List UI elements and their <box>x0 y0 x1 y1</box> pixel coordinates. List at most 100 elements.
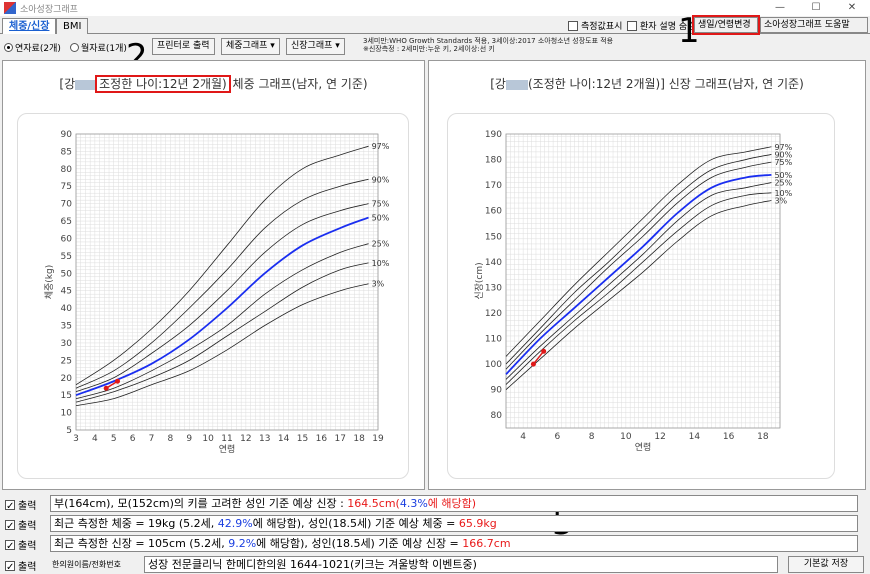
birthdate-change-button[interactable]: 생일/연령변경 <box>692 15 760 35</box>
y-tick-label: 90 <box>491 386 503 396</box>
output-checkbox-1[interactable]: ✓ <box>5 499 15 512</box>
x-tick-label: 8 <box>589 432 595 442</box>
output-checkbox-3[interactable]: ✓ <box>5 539 15 552</box>
x-tick-label: 12 <box>240 434 251 444</box>
patient-desc-label: 환자 설명 숨김 <box>640 22 696 32</box>
standards-note-1: 3세미만:WHO Growth Standards 적용, 3세이상:2017 … <box>363 37 614 45</box>
x-tick-label: 8 <box>168 434 174 444</box>
y-tick-label: 80 <box>491 411 503 421</box>
close-icon[interactable]: ✕ <box>847 2 857 13</box>
x-tick-label: 4 <box>92 434 98 444</box>
percentile-line-50pct <box>75 216 369 397</box>
weight-chart-panel: [강 조정한 나이:12년 2개월) 체중 그래프(남자, 연 기준) 3 4 5 6 7… <box>2 60 425 490</box>
radio-full-age-label: 연자료(2개) <box>15 44 61 54</box>
x-tick-label: 19 <box>372 434 384 444</box>
y-tick-label: 170 <box>485 181 502 191</box>
recent-weight-mid: 에 해당함), 성인(18.5세) 기준 예상 체중 = <box>252 517 459 530</box>
y-tick-label: 35 <box>61 322 72 332</box>
y-tick-label: 40 <box>61 304 73 314</box>
y-tick-label: 50 <box>61 269 73 279</box>
predicted-height-paren: ( <box>395 497 400 510</box>
x-tick-label: 10 <box>202 434 214 444</box>
y-tick-label: 100 <box>485 360 502 370</box>
show-measured-checkbox[interactable] <box>568 20 578 31</box>
y-axis-label: 체중(kg) <box>44 265 55 300</box>
output-option-1[interactable]: ✓ 출력 <box>5 497 36 512</box>
x-tick-label: 13 <box>259 434 270 444</box>
percentile-line-3pct <box>75 283 369 407</box>
measured-point <box>115 378 121 384</box>
x-tick-label: 16 <box>316 434 328 444</box>
x-axis-label: 연령 <box>219 443 236 455</box>
tab-weight-height[interactable]: 체중/신장 <box>2 18 57 34</box>
x-tick-label: 9 <box>186 434 192 444</box>
y-tick-label: 5 <box>66 426 72 436</box>
x-tick-label: 18 <box>757 432 769 442</box>
percentile-line-75pct <box>75 203 369 393</box>
percentile-line-90pct <box>75 178 369 389</box>
show-measured-label: 측정값표시 <box>581 22 623 32</box>
output-row-1: ✓ 출력 부(164cm), 모(152cm)의 키를 고려한 성인 기준 예상… <box>0 494 870 512</box>
x-tick-label: 6 <box>130 434 136 444</box>
x-tick-label: 18 <box>353 434 365 444</box>
recent-weight-desc: 최근 측정한 체중 = 19kg (5.2세, <box>54 517 218 530</box>
predicted-height-desc: 부(164cm), 모(152cm)의 키를 고려한 성인 기준 예상 신장 : <box>54 497 348 510</box>
output-option-3[interactable]: ✓ 출력 <box>5 537 36 552</box>
radio-month-option[interactable]: 월자료(1개) <box>70 41 127 54</box>
tab-row: 체중/신장 BMI 측정값표시 환자 설명 숨김 생일/연령변경 소아성장그래프… <box>0 15 870 35</box>
height-graph-button[interactable]: 신장그래프 ▾ <box>286 38 345 55</box>
x-axis-label: 연령 <box>635 441 652 453</box>
clinic-label: 한의원이름/전화번호 <box>52 560 121 569</box>
recent-height-percentile: 9.2% <box>228 537 257 550</box>
percentile-line-10pct <box>505 192 772 385</box>
recent-height-text: 최근 측정한 신장 = 105cm (5.2세, 9.2%에 해당함), 성인(… <box>50 535 858 552</box>
plot-frame <box>505 133 781 429</box>
redacted-name <box>75 79 98 90</box>
series-label: 97% <box>372 142 390 151</box>
radio-full-age[interactable] <box>4 43 13 52</box>
y-tick-label: 80 <box>61 165 73 175</box>
y-tick-label: 140 <box>485 258 502 268</box>
patient-desc-option[interactable]: 환자 설명 숨김 <box>627 19 695 32</box>
series-label: 90% <box>372 175 390 184</box>
y-tick-label: 55 <box>61 252 72 262</box>
plot-frame <box>75 133 379 431</box>
output-option-clinic[interactable]: ✓ 출력 <box>5 558 36 573</box>
predicted-adult-height-value: 166.7cm <box>462 537 511 550</box>
x-tick-label: 17 <box>335 434 346 444</box>
weight-chart-title: [강 조정한 나이:12년 2개월) 체중 그래프(남자, 연 기준) <box>3 75 424 93</box>
y-tick-label: 15 <box>61 391 72 401</box>
print-button[interactable]: 프린터로 출력 <box>152 38 215 55</box>
patient-desc-checkbox[interactable] <box>627 20 637 31</box>
tab-bmi[interactable]: BMI <box>56 18 89 34</box>
series-label: 3% <box>372 280 385 289</box>
x-tick-label: 6 <box>555 432 561 442</box>
clinic-input[interactable]: 성장 전문클리닉 한메디한의원 1644-1021(키크는 겨울방학 이벤트중) <box>144 556 778 573</box>
y-tick-label: 150 <box>485 232 502 242</box>
radio-full-age-option[interactable]: 연자료(2개) <box>4 41 61 54</box>
minimize-icon[interactable]: — <box>775 2 785 13</box>
x-tick-label: 5 <box>111 434 117 444</box>
x-tick-label: 7 <box>149 434 155 444</box>
series-label: 25% <box>372 240 390 249</box>
height-chart-title: [강 (조정한 나이:12년 2개월)] 신장 그래프(남자, 연 기준) <box>429 75 865 92</box>
radio-month[interactable] <box>70 43 79 52</box>
output-checkbox-2[interactable]: ✓ <box>5 519 15 532</box>
percentile-line-25pct <box>505 182 772 380</box>
toolbar: 연자료(2개) 월자료(1개) 프린터로 출력 체중그래프 ▾ 신장그래프 ▾ … <box>0 35 870 57</box>
save-default-button[interactable]: 기본값 저장 <box>788 556 864 573</box>
y-tick-label: 120 <box>485 309 502 319</box>
y-tick-label: 180 <box>485 156 502 166</box>
height-title-rest: (조정한 나이:12년 2개월)] 신장 그래프(남자, 연 기준) <box>527 77 804 91</box>
show-measured-option[interactable]: 측정값표시 <box>568 19 622 32</box>
x-tick-label: 11 <box>221 434 232 444</box>
x-tick-label: 3 <box>73 434 79 444</box>
height-chart-card: 4 6 8 10 12 14 16 18 80 90 100 110 120 130 140 150 160 17… <box>447 113 835 479</box>
weight-graph-button[interactable]: 체중그래프 ▾ <box>221 38 280 55</box>
help-button[interactable]: 소아성장그래프 도움말 <box>760 17 868 33</box>
percentile-line-25pct <box>75 243 369 400</box>
maximize-icon[interactable]: ☐ <box>811 2 821 13</box>
output-checkbox-clinic[interactable]: ✓ <box>5 560 15 573</box>
predicted-height-text: 부(164cm), 모(152cm)의 키를 고려한 성인 기준 예상 신장 :… <box>50 495 858 512</box>
output-option-2[interactable]: ✓ 출력 <box>5 517 36 532</box>
